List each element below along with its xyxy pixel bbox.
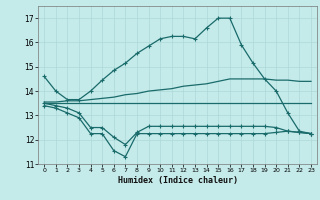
X-axis label: Humidex (Indice chaleur): Humidex (Indice chaleur) — [118, 176, 238, 185]
